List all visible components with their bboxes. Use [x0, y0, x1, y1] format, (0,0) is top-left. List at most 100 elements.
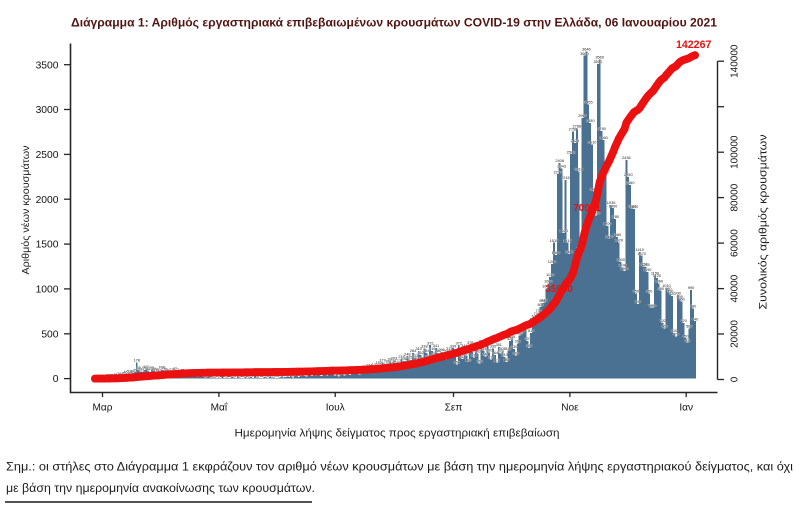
svg-text:800: 800	[537, 302, 544, 307]
svg-text:2160: 2160	[626, 180, 635, 185]
svg-text:3510: 3510	[593, 59, 602, 64]
svg-text:790: 790	[648, 303, 655, 308]
svg-text:450: 450	[682, 333, 689, 338]
svg-text:980: 980	[657, 286, 664, 291]
svg-text:95: 95	[142, 365, 146, 370]
svg-text:177: 177	[494, 358, 501, 363]
svg-text:152: 152	[375, 360, 382, 365]
svg-text:640: 640	[692, 316, 699, 321]
svg-text:1935: 1935	[607, 200, 616, 205]
svg-text:77: 77	[175, 367, 179, 372]
svg-text:310: 310	[415, 346, 422, 351]
svg-text:Μαρ: Μαρ	[93, 403, 113, 414]
svg-text:3600: 3600	[580, 51, 589, 56]
svg-text:1133: 1133	[546, 272, 554, 277]
svg-text:308: 308	[499, 346, 506, 351]
svg-text:890: 890	[676, 294, 683, 299]
svg-text:2406: 2406	[555, 158, 564, 163]
svg-text:102: 102	[158, 365, 165, 370]
svg-text:282: 282	[475, 348, 482, 353]
svg-text:470: 470	[673, 332, 680, 337]
svg-text:390: 390	[515, 339, 522, 344]
svg-text:169: 169	[476, 359, 483, 364]
svg-text:Νοε: Νοε	[561, 403, 579, 414]
svg-text:3560: 3560	[595, 54, 604, 59]
svg-text:790: 790	[650, 303, 657, 308]
svg-text:78: 78	[154, 367, 158, 372]
svg-text:2610: 2610	[588, 140, 597, 145]
svg-text:0: 0	[729, 376, 740, 382]
svg-text:Ιουλ: Ιουλ	[326, 403, 345, 414]
svg-text:71: 71	[156, 367, 160, 372]
svg-text:860: 860	[678, 297, 685, 302]
svg-text:26: 26	[119, 371, 123, 376]
svg-text:1240: 1240	[618, 263, 627, 268]
svg-text:Σεπ: Σεπ	[445, 403, 463, 414]
svg-text:2088: 2088	[590, 186, 599, 191]
svg-text:με βάση την ημερομηνία ανακοίν: με βάση την ημερομηνία ανακοίνωσης των κ…	[6, 481, 315, 495]
svg-text:480: 480	[516, 331, 523, 336]
svg-text:2788: 2788	[572, 124, 581, 129]
svg-text:950: 950	[646, 289, 653, 294]
svg-text:151: 151	[393, 360, 400, 365]
svg-text:95: 95	[137, 365, 141, 370]
svg-text:2629: 2629	[571, 138, 580, 143]
svg-text:Σημ.: οι στήλες στο Διάγραμμα: Σημ.: οι στήλες στο Διάγραμμα 1 εκφράζου…	[6, 460, 793, 474]
svg-text:71: 71	[140, 367, 144, 372]
svg-text:Ημερομηνία λήψης δείγματος προ: Ημερομηνία λήψης δείγματος προς εργαστηρ…	[235, 428, 560, 440]
svg-text:142267: 142267	[676, 39, 711, 51]
svg-text:1300: 1300	[616, 257, 625, 262]
svg-text:247: 247	[482, 352, 489, 357]
svg-text:225: 225	[425, 354, 432, 359]
svg-text:Συνολικός αριθμός κρουσμάτων: Συνολικός αριθμός κρουσμάτων	[758, 135, 770, 310]
svg-text:71: 71	[133, 367, 137, 372]
svg-text:290: 290	[486, 348, 493, 353]
svg-text:1060: 1060	[544, 279, 553, 284]
svg-text:845: 845	[539, 298, 546, 303]
svg-text:2905: 2905	[578, 113, 587, 118]
svg-text:88: 88	[152, 366, 156, 371]
svg-text:2279: 2279	[553, 169, 562, 174]
svg-text:68: 68	[165, 368, 169, 373]
svg-text:1000: 1000	[36, 285, 59, 296]
svg-text:203: 203	[391, 356, 398, 361]
svg-text:2760: 2760	[597, 126, 606, 131]
svg-text:2215: 2215	[561, 175, 570, 180]
svg-text:372: 372	[455, 340, 462, 345]
svg-text:234: 234	[471, 353, 478, 358]
svg-text:20000: 20000	[729, 320, 740, 348]
svg-text:215: 215	[406, 354, 413, 359]
svg-text:81: 81	[138, 366, 142, 371]
svg-text:950: 950	[667, 289, 674, 294]
svg-text:183: 183	[465, 357, 472, 362]
svg-text:2436: 2436	[622, 155, 631, 160]
svg-text:1560: 1560	[605, 234, 614, 239]
svg-text:730: 730	[535, 308, 542, 313]
svg-text:2310: 2310	[574, 167, 583, 172]
svg-text:158: 158	[454, 360, 461, 365]
svg-text:27: 27	[125, 371, 129, 376]
svg-text:71: 71	[148, 367, 152, 372]
svg-text:233: 233	[412, 353, 419, 358]
svg-text:21: 21	[114, 372, 118, 377]
svg-text:46: 46	[123, 370, 127, 375]
svg-text:3000: 3000	[36, 105, 59, 116]
svg-text:1250: 1250	[639, 262, 648, 267]
svg-text:31: 31	[117, 371, 121, 376]
svg-text:310: 310	[429, 346, 436, 351]
svg-text:203: 203	[419, 356, 426, 361]
svg-text:1380: 1380	[552, 250, 561, 255]
svg-text:950: 950	[633, 289, 640, 294]
svg-text:500: 500	[41, 329, 58, 340]
svg-text:1890: 1890	[630, 204, 639, 209]
svg-text:Διάγραμμα 1: Αριθμός εργαστηρι: Διάγραμμα 1: Αριθμός εργαστηριακά επιβεβ…	[71, 16, 717, 30]
svg-text:2000: 2000	[36, 195, 59, 206]
svg-text:2500: 2500	[36, 150, 59, 161]
svg-text:260: 260	[513, 350, 520, 355]
svg-text:2343: 2343	[557, 164, 566, 169]
svg-text:218: 218	[459, 354, 466, 359]
svg-text:1623: 1623	[559, 228, 568, 233]
svg-text:243: 243	[501, 352, 508, 357]
svg-text:1280: 1280	[548, 259, 557, 264]
svg-text:338: 338	[421, 343, 428, 348]
